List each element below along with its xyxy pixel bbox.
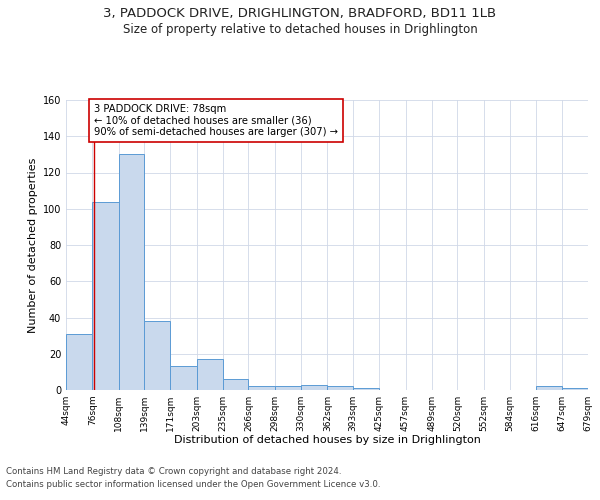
Bar — [66, 334, 92, 390]
Text: Distribution of detached houses by size in Drighlington: Distribution of detached houses by size … — [173, 435, 481, 445]
Text: Contains public sector information licensed under the Open Government Licence v3: Contains public sector information licen… — [6, 480, 380, 489]
Text: 3, PADDOCK DRIVE, DRIGHLINGTON, BRADFORD, BD11 1LB: 3, PADDOCK DRIVE, DRIGHLINGTON, BRADFORD… — [103, 8, 497, 20]
Bar — [119, 154, 144, 390]
Bar — [144, 321, 170, 390]
Bar — [562, 388, 588, 390]
Bar — [170, 366, 197, 390]
Bar — [536, 386, 562, 390]
Y-axis label: Number of detached properties: Number of detached properties — [28, 158, 38, 332]
Text: 3 PADDOCK DRIVE: 78sqm
← 10% of detached houses are smaller (36)
90% of semi-det: 3 PADDOCK DRIVE: 78sqm ← 10% of detached… — [94, 104, 338, 137]
Bar — [328, 386, 353, 390]
Bar — [223, 379, 248, 390]
Bar — [92, 202, 119, 390]
Text: Size of property relative to detached houses in Drighlington: Size of property relative to detached ho… — [122, 22, 478, 36]
Bar — [275, 386, 301, 390]
Bar — [197, 359, 223, 390]
Bar — [248, 386, 275, 390]
Text: Contains HM Land Registry data © Crown copyright and database right 2024.: Contains HM Land Registry data © Crown c… — [6, 468, 341, 476]
Bar — [353, 388, 379, 390]
Bar — [301, 384, 328, 390]
